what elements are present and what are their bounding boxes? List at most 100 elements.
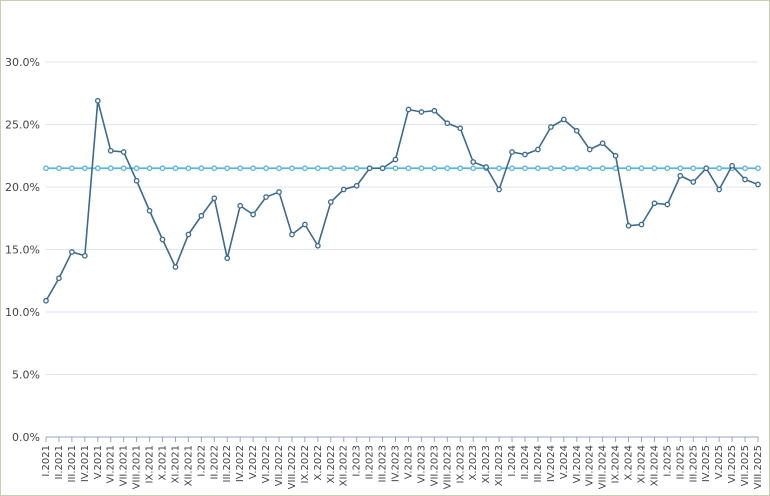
data-point[interactable] bbox=[198, 165, 205, 172]
data-point[interactable] bbox=[263, 165, 269, 172]
data-point[interactable] bbox=[289, 165, 295, 172]
data-point[interactable] bbox=[418, 165, 425, 172]
data-point[interactable] bbox=[444, 120, 451, 127]
data-point[interactable] bbox=[444, 165, 451, 172]
data-point[interactable] bbox=[483, 164, 489, 170]
data-point[interactable] bbox=[56, 165, 62, 172]
data-point[interactable] bbox=[522, 165, 528, 172]
data-point[interactable] bbox=[250, 165, 256, 172]
data-point[interactable] bbox=[107, 165, 114, 172]
data-point[interactable] bbox=[586, 146, 593, 153]
data-point[interactable] bbox=[159, 236, 166, 243]
data-point[interactable] bbox=[664, 165, 671, 172]
data-point[interactable] bbox=[340, 186, 347, 193]
data-point[interactable] bbox=[172, 264, 179, 270]
data-point[interactable] bbox=[366, 165, 373, 172]
data-point[interactable] bbox=[599, 165, 606, 172]
data-point[interactable] bbox=[742, 165, 748, 172]
data-point[interactable] bbox=[560, 165, 567, 172]
data-point[interactable] bbox=[431, 107, 438, 114]
data-point[interactable] bbox=[677, 165, 684, 172]
data-point[interactable] bbox=[431, 165, 438, 172]
data-point[interactable] bbox=[690, 179, 697, 185]
data-point[interactable] bbox=[56, 275, 62, 282]
data-point[interactable] bbox=[405, 165, 412, 172]
data-point[interactable] bbox=[133, 165, 140, 172]
data-point[interactable] bbox=[677, 172, 684, 179]
data-point[interactable] bbox=[198, 212, 205, 219]
data-point[interactable] bbox=[43, 165, 49, 172]
data-point[interactable] bbox=[392, 165, 399, 172]
data-point[interactable] bbox=[107, 147, 114, 154]
data-point[interactable] bbox=[716, 186, 723, 193]
data-point[interactable] bbox=[327, 165, 334, 172]
data-point[interactable] bbox=[625, 222, 632, 229]
data-point[interactable] bbox=[43, 297, 49, 304]
data-point[interactable] bbox=[211, 195, 218, 202]
data-point[interactable] bbox=[315, 165, 321, 172]
data-point[interactable] bbox=[81, 165, 88, 172]
data-point[interactable] bbox=[185, 165, 192, 172]
data-point[interactable] bbox=[276, 189, 282, 195]
data-point[interactable] bbox=[224, 165, 231, 172]
data-point[interactable] bbox=[586, 165, 593, 172]
data-point[interactable] bbox=[224, 255, 231, 262]
data-point[interactable] bbox=[185, 231, 192, 238]
data-point[interactable] bbox=[599, 140, 606, 147]
data-point[interactable] bbox=[470, 159, 477, 165]
data-point[interactable] bbox=[237, 165, 244, 172]
data-point[interactable] bbox=[353, 165, 360, 172]
data-point[interactable] bbox=[302, 221, 308, 228]
data-point[interactable] bbox=[509, 149, 515, 155]
data-point[interactable] bbox=[522, 151, 528, 158]
data-point[interactable] bbox=[146, 165, 153, 172]
data-point[interactable] bbox=[120, 149, 127, 155]
data-point[interactable] bbox=[755, 165, 761, 172]
data-point[interactable] bbox=[276, 165, 282, 172]
data-point[interactable] bbox=[392, 156, 399, 163]
data-point[interactable] bbox=[457, 165, 464, 172]
data-point[interactable] bbox=[172, 165, 179, 172]
data-point[interactable] bbox=[340, 165, 347, 172]
data-point[interactable] bbox=[237, 202, 244, 209]
data-point[interactable] bbox=[302, 165, 308, 172]
data-point[interactable] bbox=[69, 165, 75, 172]
data-point[interactable] bbox=[535, 165, 541, 172]
data-point[interactable] bbox=[703, 165, 710, 172]
data-point[interactable] bbox=[548, 124, 554, 130]
data-point[interactable] bbox=[133, 177, 140, 184]
data-point[interactable] bbox=[159, 165, 166, 172]
data-point[interactable] bbox=[573, 127, 580, 134]
data-point[interactable] bbox=[638, 165, 645, 172]
data-point[interactable] bbox=[289, 231, 295, 238]
data-point[interactable] bbox=[651, 165, 658, 172]
data-point[interactable] bbox=[470, 165, 477, 172]
data-point[interactable] bbox=[250, 211, 256, 218]
data-point[interactable] bbox=[690, 165, 697, 172]
data-point[interactable] bbox=[560, 116, 567, 123]
data-point[interactable] bbox=[353, 182, 360, 189]
data-point[interactable] bbox=[379, 165, 386, 172]
data-point[interactable] bbox=[535, 146, 541, 153]
data-point[interactable] bbox=[573, 165, 580, 172]
data-point[interactable] bbox=[651, 200, 658, 207]
data-point[interactable] bbox=[729, 162, 735, 169]
data-point[interactable] bbox=[120, 165, 127, 172]
data-point[interactable] bbox=[625, 165, 632, 172]
data-point[interactable] bbox=[457, 125, 464, 132]
data-point[interactable] bbox=[664, 201, 671, 208]
data-point[interactable] bbox=[638, 221, 645, 228]
data-point[interactable] bbox=[742, 176, 748, 183]
data-point[interactable] bbox=[548, 165, 554, 172]
data-point[interactable] bbox=[211, 165, 218, 172]
data-point[interactable] bbox=[612, 152, 619, 159]
data-point[interactable] bbox=[94, 97, 101, 104]
data-point[interactable] bbox=[263, 194, 269, 200]
data-point[interactable] bbox=[496, 186, 502, 193]
data-point[interactable] bbox=[327, 199, 334, 205]
data-point[interactable] bbox=[146, 207, 153, 214]
data-point[interactable] bbox=[509, 165, 515, 172]
data-point[interactable] bbox=[716, 165, 723, 172]
data-point[interactable] bbox=[81, 252, 88, 259]
data-point[interactable] bbox=[496, 165, 502, 172]
